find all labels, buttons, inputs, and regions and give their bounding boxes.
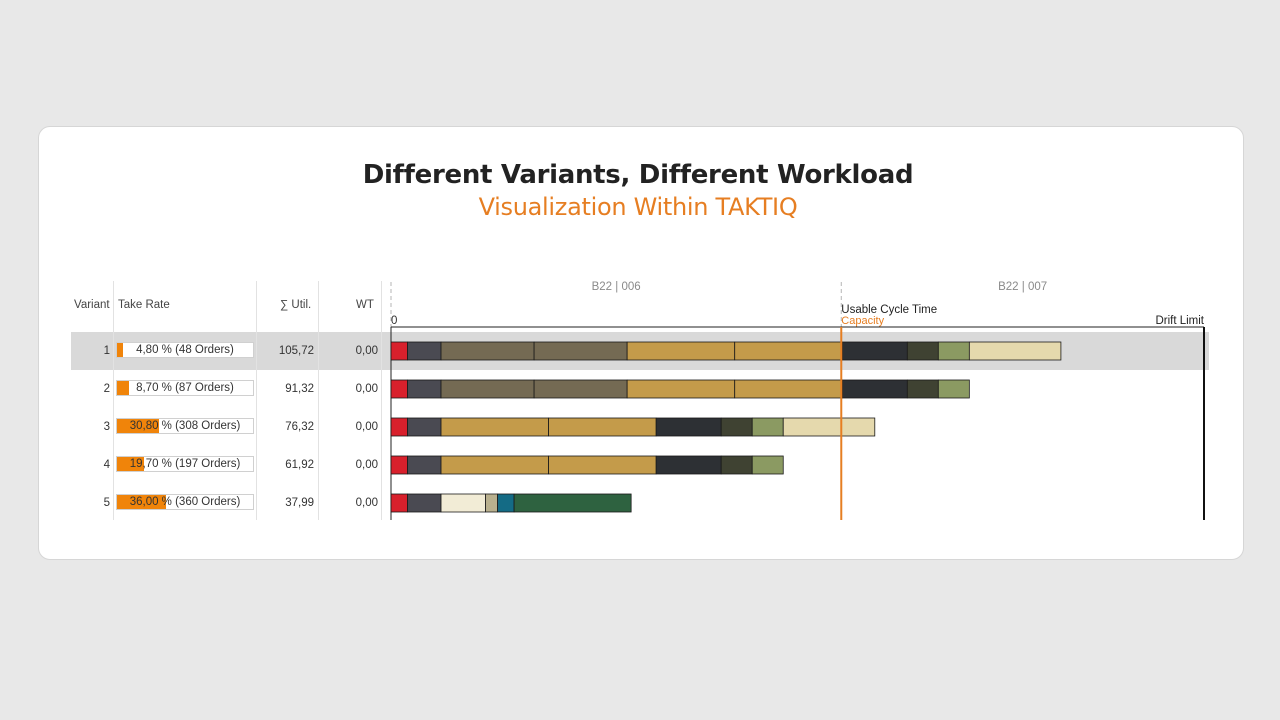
take-rate-bar: 30,80 % (308 Orders) (116, 418, 254, 434)
bar-segment (407, 417, 442, 437)
wt-value: 0,00 (355, 383, 378, 395)
bar-segment (390, 417, 408, 437)
util-value: 37,99 (285, 497, 314, 509)
take-rate-fill (117, 457, 144, 471)
bar-segment (407, 493, 442, 513)
bar-segment (937, 379, 970, 399)
wt-value: 0,00 (355, 421, 378, 433)
station-label: B22 | 006 (592, 281, 641, 293)
bar-segment (626, 341, 736, 361)
column-separator (381, 281, 382, 520)
bar-segment (655, 455, 722, 475)
bar-segment (533, 379, 628, 399)
util-value: 61,92 (285, 459, 314, 471)
variant-number: 1 (103, 345, 110, 357)
variant-number: 3 (103, 421, 110, 433)
take-rate-bar: 4,80 % (48 Orders) (116, 342, 254, 358)
bar-segment (751, 417, 784, 437)
bar-segment (513, 493, 632, 513)
bar-segment (720, 417, 753, 437)
bar-segment (906, 379, 939, 399)
bar-segment (751, 455, 784, 475)
take-rate-fill (117, 495, 166, 509)
variant-number: 2 (103, 383, 110, 395)
bar-segment (440, 455, 549, 475)
bar-segment (655, 417, 722, 437)
column-header-take-rate: Take Rate (118, 299, 170, 311)
bar-segment (440, 493, 486, 513)
take-rate-bar: 8,70 % (87 Orders) (116, 380, 254, 396)
bar-segment (390, 379, 408, 399)
wt-value: 0,00 (355, 345, 378, 357)
column-header-variant: Variant (74, 299, 110, 311)
bar-segment (533, 341, 628, 361)
bar-segment (548, 455, 657, 475)
bar-segment (390, 455, 408, 475)
take-rate-bar: 19,70 % (197 Orders) (116, 456, 254, 472)
bar-segment (497, 493, 515, 513)
bar-segment (841, 379, 908, 399)
take-rate-fill (117, 343, 123, 357)
variant-number: 4 (103, 459, 110, 471)
take-rate-bar: 36,00 % (360 Orders) (116, 494, 254, 510)
column-header-util: ∑ Util. (280, 299, 312, 311)
bar-segment (841, 341, 908, 361)
variant-number: 5 (103, 497, 110, 509)
take-rate-label: 19,70 % (197 Orders) (129, 458, 241, 470)
usable-cycle-time-label: Usable Cycle Time (841, 304, 937, 316)
bar-segment (968, 341, 1062, 361)
bar-segment (906, 341, 939, 361)
column-separator (318, 281, 319, 520)
bar-segment (937, 341, 970, 361)
bar-segment (390, 493, 408, 513)
bar-segment (548, 417, 657, 437)
bar-segment (734, 341, 843, 361)
bar-segment (407, 379, 442, 399)
wt-value: 0,00 (355, 459, 378, 471)
bar-segment (720, 455, 753, 475)
column-separator (113, 281, 114, 520)
station-label: B22 | 007 (998, 281, 1047, 293)
util-value: 76,32 (285, 421, 314, 433)
bar-segment (440, 379, 535, 399)
bar-segment (485, 493, 498, 513)
bar-segment (440, 417, 549, 437)
take-rate-fill (117, 419, 159, 433)
take-rate-label: 30,80 % (308 Orders) (129, 420, 241, 432)
bar-segment (734, 379, 843, 399)
column-separator (256, 281, 257, 520)
capacity-label: Capacity (841, 315, 884, 327)
util-value: 91,32 (285, 383, 314, 395)
drift-limit-label: Drift Limit (1155, 315, 1204, 327)
column-header-wt: WT (356, 299, 374, 311)
page-title: Different Variants, Different Workload (362, 160, 914, 190)
take-rate-label: 8,70 % (87 Orders) (136, 382, 234, 394)
wt-value: 0,00 (355, 497, 378, 509)
bar-segment (626, 379, 736, 399)
take-rate-label: 4,80 % (48 Orders) (136, 344, 234, 356)
bar-segment (407, 341, 442, 361)
take-rate-label: 36,00 % (360 Orders) (129, 496, 241, 508)
take-rate-fill (117, 381, 129, 395)
bar-segment (390, 341, 408, 361)
bar-segment (407, 455, 442, 475)
page-subtitle: Visualization Within TAKTIQ (478, 193, 798, 221)
bar-segment (782, 417, 876, 437)
zero-tick-label: 0 (391, 315, 397, 327)
bar-segment (440, 341, 535, 361)
util-value: 105,72 (278, 345, 314, 357)
